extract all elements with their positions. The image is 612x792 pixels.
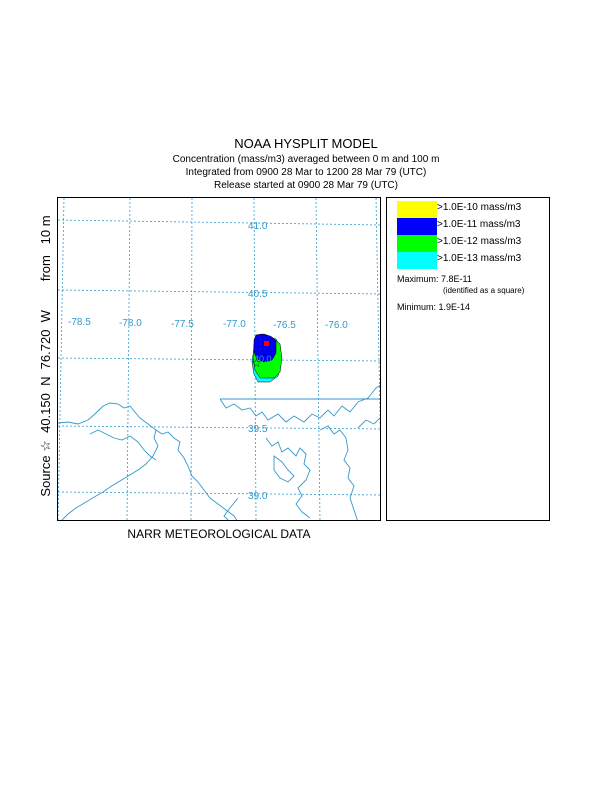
coastline xyxy=(58,384,380,520)
lon-label-76-5: -76.5 xyxy=(273,320,296,331)
legend-swatch-green xyxy=(397,235,437,252)
lon-label-77-5: -77.5 xyxy=(171,319,194,330)
legend-panel: >1.0E-10 mass/m3 >1.0E-11 mass/m3 >1.0E-… xyxy=(386,197,550,521)
graticule-labels: -78.5 -78.0 -77.5 -77.0 -76.5 -76.0 41.0… xyxy=(68,221,348,502)
lon-label-78-0: -78.0 xyxy=(119,318,142,329)
subtitle-release: Release started at 0900 28 Mar 79 (UTC) xyxy=(214,180,398,191)
subtitle-concentration: Concentration (mass/m3) averaged between… xyxy=(172,154,440,165)
meteorological-data-label: NARR METEOROLOGICAL DATA xyxy=(127,527,311,541)
map-canvas: -78.5 -78.0 -77.5 -77.0 -76.5 -76.0 41.0… xyxy=(58,198,380,520)
lat-label-41-0: 41.0 xyxy=(248,221,268,232)
source-location-label: Source ☆ 40.150 N 76.720 W from 10 m xyxy=(38,215,53,497)
legend-maximum-note: (identified as a square) xyxy=(443,286,525,295)
source-star-icon: ☆ xyxy=(251,356,262,370)
legend-label: >1.0E-10 mass/m3 xyxy=(437,202,522,213)
legend-label: >1.0E-12 mass/m3 xyxy=(437,236,522,247)
graticule xyxy=(58,198,380,520)
lat-label-39-5: 39.5 xyxy=(248,424,268,435)
lon-label-76-0: -76.0 xyxy=(325,320,348,331)
concentration-plume: 40.0 ☆ xyxy=(251,333,283,383)
max-concentration-square xyxy=(264,341,269,346)
lat-label-40-5: 40.5 xyxy=(248,289,268,300)
plot-title: NOAA HYSPLIT MODEL xyxy=(234,136,378,151)
legend-swatch-yellow xyxy=(397,201,437,218)
lon-label-77-0: -77.0 xyxy=(223,319,246,330)
lat-label-39-0: 39.0 xyxy=(248,491,268,502)
legend-swatch-blue xyxy=(397,218,437,235)
legend-minimum: Minimum: 1.9E-14 xyxy=(397,302,471,312)
legend-maximum: Maximum: 7.8E-11 xyxy=(397,274,472,284)
legend-label: >1.0E-13 mass/m3 xyxy=(437,253,522,264)
lon-label-78-5: -78.5 xyxy=(68,317,91,328)
map-panel: -78.5 -78.0 -77.5 -77.0 -76.5 -76.0 41.0… xyxy=(57,197,381,521)
legend-label: >1.0E-11 mass/m3 xyxy=(437,219,521,230)
legend-swatch-cyan xyxy=(397,252,437,269)
subtitle-integration: Integrated from 0900 28 Mar to 1200 28 M… xyxy=(185,167,427,178)
lat-label-40-0: 40.0 xyxy=(254,354,272,364)
